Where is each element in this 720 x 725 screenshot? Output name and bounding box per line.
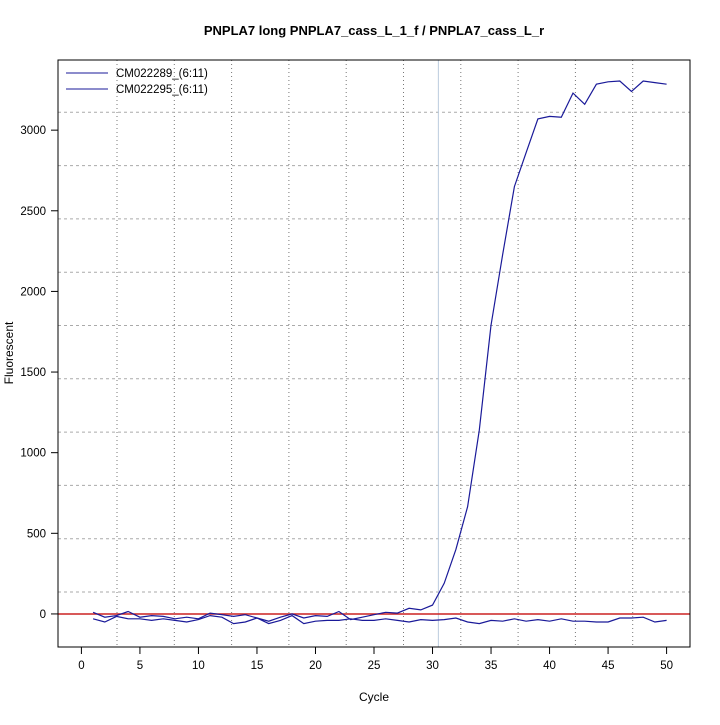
x-axis-label: Cycle [359,690,389,704]
y-tick-label: 2500 [20,206,46,218]
y-axis-label: Fluorescent [2,321,16,384]
x-tick-label: 15 [251,660,264,672]
legend: CM022289_(6:11) CM022295_(6:11) [66,68,208,96]
y-tick-label: 0 [40,609,46,621]
y-tick-label: 2000 [20,286,46,298]
legend-label-0: CM022289_(6:11) [116,68,208,80]
x-tick-label: 0 [78,660,84,672]
series-line-0 [92,80,667,622]
x-tick-label: 40 [543,660,556,672]
y-tick-label: 3000 [20,125,46,137]
x-tick-label: 30 [426,660,439,672]
legend-label-1: CM022295_(6:11) [116,84,208,96]
y-tick-label: 1000 [20,448,46,460]
x-tick-label: 25 [368,660,381,672]
grid [58,60,691,647]
y-tick-label: 1500 [20,367,46,379]
chart-title: PNPLA7 long PNPLA7_cass_L_1_f / PNPLA7_c… [204,23,544,38]
axis-ticks: 0 5 10 15 20 25 30 35 40 45 5005001000150020002500… [20,125,673,672]
y-tick-label: 500 [27,528,46,540]
x-tick-label: 35 [485,660,498,672]
x-tick-label: 20 [309,660,322,672]
x-tick-label: 10 [192,660,205,672]
series-lines [58,60,690,647]
x-tick-label: 45 [602,660,615,672]
x-tick-label: 5 [137,660,143,672]
x-tick-label: 50 [660,660,673,672]
series-line-1 [92,614,667,625]
plot-frame [57,59,691,648]
